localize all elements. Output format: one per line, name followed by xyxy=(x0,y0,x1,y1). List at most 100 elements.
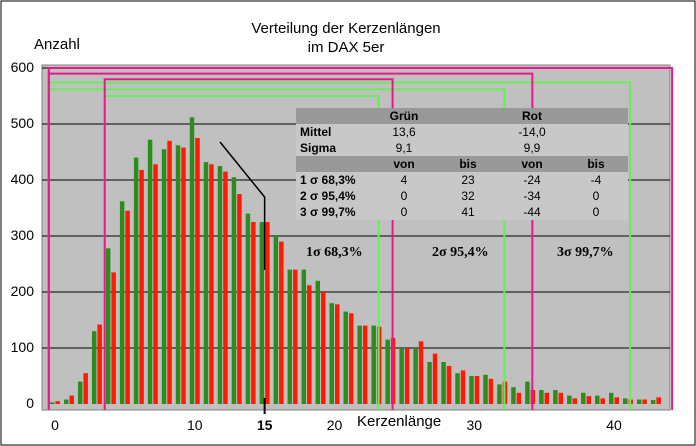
bar xyxy=(497,384,502,404)
table-cell: 3 σ 99,7% xyxy=(300,205,356,219)
table-header-row: Grün Rot xyxy=(296,108,628,124)
bar xyxy=(441,362,446,404)
bar xyxy=(69,395,74,404)
bar xyxy=(203,162,209,404)
bar xyxy=(455,373,460,404)
bar xyxy=(189,117,195,404)
bar xyxy=(446,365,452,404)
statistics-table: Grün Rot Mittel 13,6 -14,0 Sigma 9,1 9,9… xyxy=(296,108,628,220)
bar xyxy=(483,374,488,404)
bar xyxy=(279,241,284,404)
bar xyxy=(544,392,550,404)
bar xyxy=(64,399,69,404)
sigma-range-box xyxy=(47,67,674,410)
bar xyxy=(223,171,228,404)
bar xyxy=(139,169,144,404)
bar xyxy=(293,269,298,404)
table-cell: 1 σ 68,3% xyxy=(300,173,356,187)
table-cell: von xyxy=(521,157,543,171)
table-cell: bis xyxy=(459,157,477,171)
table-cell xyxy=(564,140,628,156)
bar xyxy=(581,392,586,404)
table-cell: 32 xyxy=(461,189,475,203)
bar xyxy=(600,398,605,404)
bar xyxy=(614,397,619,404)
table-cell: bis xyxy=(587,157,605,171)
marker-15 xyxy=(219,141,266,414)
bar xyxy=(357,325,362,404)
bar xyxy=(385,339,390,404)
table-cell xyxy=(436,108,500,124)
table-cell: 0 xyxy=(592,189,600,203)
bar xyxy=(147,139,153,404)
bar xyxy=(474,376,480,404)
table-cell: Sigma xyxy=(300,141,337,155)
y-tick-label: 500 xyxy=(10,115,34,131)
annotation-line xyxy=(219,141,266,270)
bar xyxy=(427,362,432,404)
table-row: 1 σ 68,3% 4 23 -24 -4 xyxy=(296,172,628,188)
bar xyxy=(119,201,125,404)
bar xyxy=(572,398,578,404)
table-cell: -14,0 xyxy=(518,125,546,139)
bar xyxy=(287,269,293,404)
table-cell: 9,9 xyxy=(523,141,541,155)
bar xyxy=(133,157,139,404)
bar xyxy=(55,401,60,404)
table-cell: -34 xyxy=(523,189,541,203)
table-cell: 0 xyxy=(400,205,408,219)
table-cell: -4 xyxy=(590,173,602,187)
bar xyxy=(259,222,265,404)
sigma-range-boxes xyxy=(47,67,674,410)
table-cell xyxy=(296,156,372,172)
table-cell: 13,6 xyxy=(392,125,416,139)
sigma-label-1: 1σ 68,3% xyxy=(306,245,363,260)
bar xyxy=(181,147,186,404)
bar xyxy=(636,399,642,404)
bar xyxy=(418,341,424,404)
table-subheader-row: von bis von bis xyxy=(296,156,628,172)
bar xyxy=(404,348,410,404)
bar xyxy=(567,395,572,404)
table-cell: 9,1 xyxy=(395,141,413,155)
bar xyxy=(175,145,181,404)
bar xyxy=(595,395,600,404)
bar xyxy=(650,400,656,404)
bar xyxy=(105,248,111,404)
bar xyxy=(413,348,418,404)
bar xyxy=(609,392,614,404)
table-cell xyxy=(564,108,628,124)
bar xyxy=(245,213,251,404)
bar xyxy=(77,381,83,404)
chart-title-line1: Verteilung der Kerzenlängen xyxy=(251,20,441,37)
bar xyxy=(273,236,279,404)
table-cell xyxy=(436,140,500,156)
bar xyxy=(642,399,647,404)
bar xyxy=(231,177,237,404)
table-cell xyxy=(564,124,628,140)
table-cell: Mittel xyxy=(300,125,332,139)
table-cell: 0 xyxy=(592,205,600,219)
table-cell xyxy=(436,124,500,140)
bar xyxy=(488,378,494,404)
x-tick-label: 15 xyxy=(256,417,273,433)
y-tick-label: 400 xyxy=(10,171,34,187)
y-tick-label: 200 xyxy=(10,283,34,299)
bar xyxy=(469,376,474,404)
table-cell: Rot xyxy=(522,109,542,123)
table-cell xyxy=(296,108,372,124)
bar xyxy=(251,222,256,404)
sigma-label-2: 2σ 95,4% xyxy=(432,245,489,260)
table-cell: -44 xyxy=(523,205,541,219)
bar xyxy=(167,140,172,405)
bar xyxy=(525,381,530,404)
bar xyxy=(209,164,214,404)
sigma-range-box xyxy=(103,78,394,410)
bar xyxy=(321,292,326,404)
bar xyxy=(553,390,558,404)
bar xyxy=(329,303,334,404)
bar xyxy=(91,331,97,404)
chart-title-line2: im DAX 5er xyxy=(307,39,385,56)
